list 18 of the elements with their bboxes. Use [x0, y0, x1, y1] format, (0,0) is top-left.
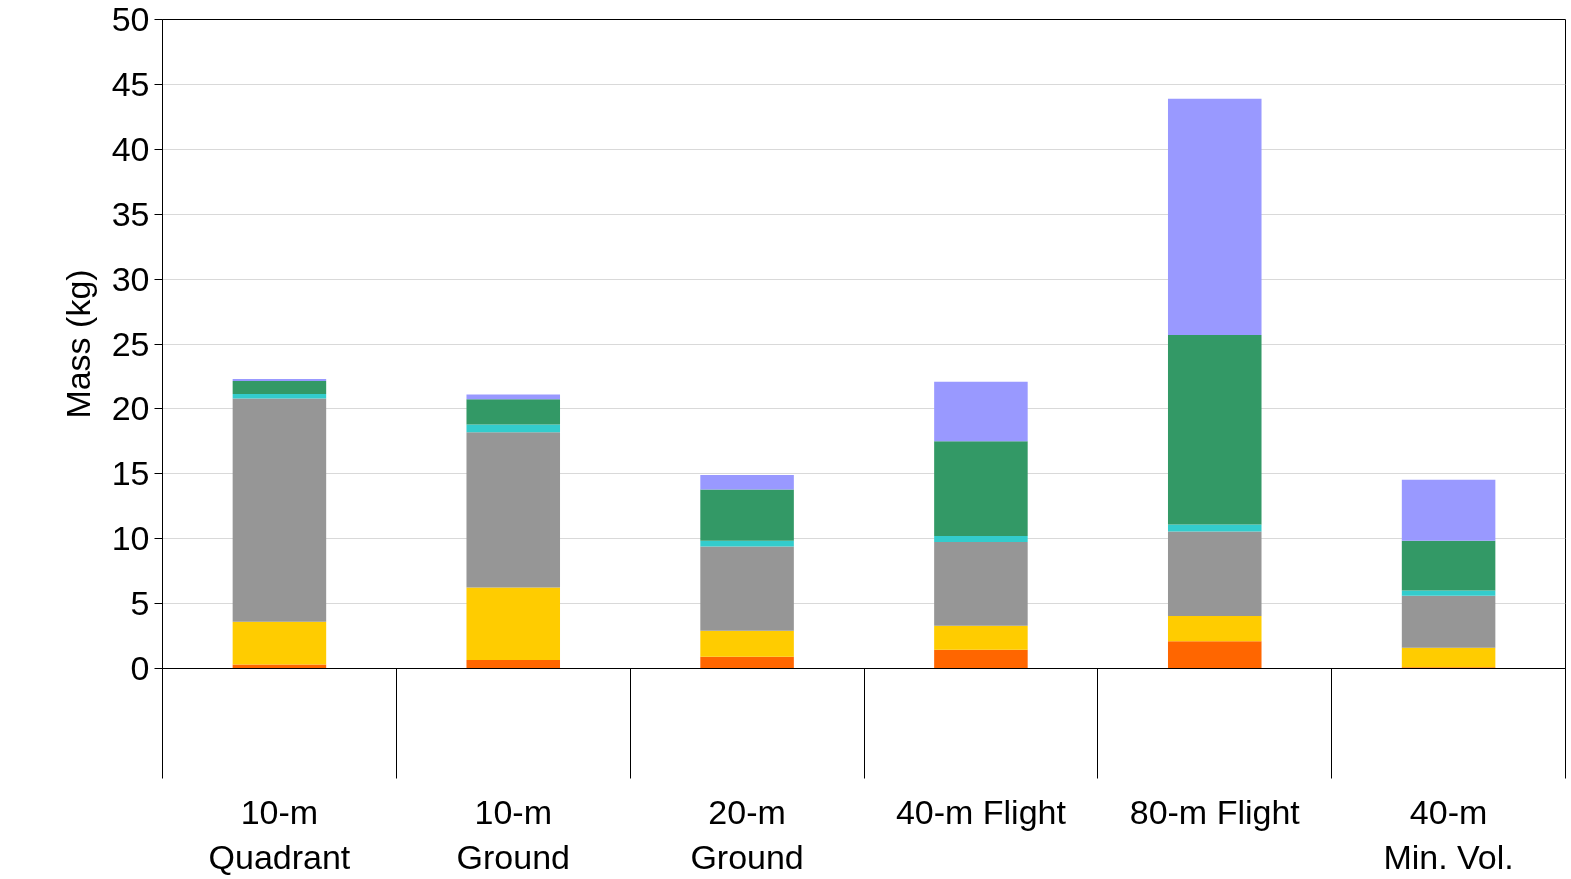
y-axis-title: Mass (kg): [58, 269, 97, 419]
y-tick-label: 30: [111, 259, 150, 298]
y-tick-label: 20: [111, 389, 150, 428]
x-tick-label: 40-m Flight: [895, 792, 1067, 831]
x-tick-label: 40-m Min. Vol.: [1383, 792, 1514, 877]
x-tick-label: 20-m Ground: [690, 792, 804, 877]
y-tick-label: 50: [111, 0, 150, 38]
y-tick-label: 0: [130, 649, 150, 687]
x-tick-label: 80-m Flight: [1129, 792, 1301, 831]
y-tick-label: 45: [111, 64, 150, 103]
y-tick-label: 40: [111, 129, 150, 168]
y-tick-label: 15: [111, 454, 150, 493]
x-tick-label: 10-m Quadrant: [208, 792, 351, 877]
y-tick-label: 10: [111, 519, 150, 558]
x-tick-label: 10-m Ground: [456, 792, 570, 877]
y-tick-label: 35: [111, 194, 150, 233]
y-tick-label: 25: [111, 324, 150, 363]
y-tick-label: 5: [130, 584, 150, 623]
